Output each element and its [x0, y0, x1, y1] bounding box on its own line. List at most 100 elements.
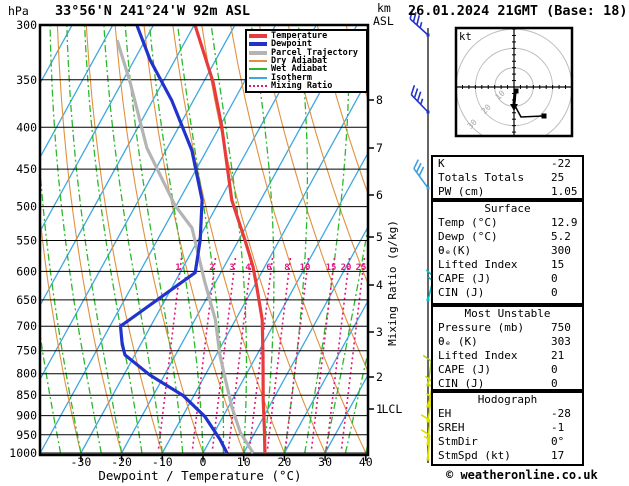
legend-item-dry-adiabat: Dry Adiabat [247, 57, 366, 65]
dewpoint-curve [118, 26, 229, 454]
row-value: -28 [551, 407, 571, 420]
svg-text:10: 10 [300, 263, 311, 273]
svg-text:0: 0 [200, 455, 207, 469]
row-label: CIN (J) [438, 377, 485, 390]
svg-text:950: 950 [16, 428, 37, 442]
row-value: 300 [551, 244, 571, 257]
most-unstable-panel: Most Unstable Pressure (mb) 750 θₑ (K) 303… [431, 305, 584, 391]
table-row: StmDir 0° [433, 435, 582, 449]
dry-adiabat-line-swatch [249, 59, 267, 62]
row-label: Temp (°C) [438, 216, 498, 229]
svg-text:1: 1 [175, 263, 180, 273]
panel-title: Hodograph [477, 393, 538, 406]
mixing-ratio-line-swatch [249, 84, 267, 87]
wind-barb [413, 159, 430, 190]
legend-label: Temperature [271, 31, 328, 42]
row-label: CAPE (J) [438, 363, 491, 376]
svg-text:1000: 1000 [9, 446, 37, 460]
table-row: CIN (J) 0 [433, 377, 582, 391]
legend-label: Dry Adiabat [271, 55, 328, 66]
row-label: Lifted Index [438, 349, 518, 362]
indices-panel: K -22 Totals Totals 25 PW (cm) 1.05 [431, 155, 584, 200]
svg-text:8: 8 [284, 263, 289, 273]
row-value: 750 [551, 321, 571, 334]
row-value: 303 [551, 335, 571, 348]
row-value: 15 [551, 258, 565, 271]
plot-border [38, 23, 370, 457]
row-value: 0 [551, 286, 558, 299]
row-value: 0° [551, 435, 565, 448]
legend-label: Wet Adiabat [271, 64, 328, 75]
svg-text:700: 700 [16, 319, 37, 333]
x-axis-label: Dewpoint / Temperature (°C) [98, 468, 302, 483]
svg-text:750: 750 [16, 344, 37, 358]
datetime-title: 26.01.2024 21GMT (Base: 18) [408, 3, 628, 19]
svg-text:1: 1 [376, 402, 383, 416]
row-value: 0 [551, 363, 558, 376]
row-label: θₑ(K) [438, 244, 472, 257]
parcel-line-swatch [249, 50, 267, 55]
row-value: 25 [551, 171, 565, 184]
row-value: 12.9 [551, 216, 578, 229]
svg-text:-30: -30 [71, 455, 92, 469]
svg-text:-10: -10 [152, 455, 173, 469]
surface-panel: Surface Temp (°C) 12.9 Dewp (°C) 5.2 θₑ(K)… [431, 200, 584, 305]
wet-adiabat-line-swatch [249, 68, 267, 71]
mixing-ratio-lines [157, 257, 366, 451]
svg-text:25: 25 [356, 263, 367, 273]
parcel-trajectory-curve [115, 39, 255, 454]
legend-label: Dewpoint [271, 39, 312, 50]
svg-text:2: 2 [209, 263, 214, 273]
svg-text:10: 10 [237, 455, 251, 469]
svg-text:7: 7 [376, 141, 383, 155]
table-row: Totals Totals 25 [433, 171, 582, 185]
svg-text:8: 8 [376, 93, 383, 107]
row-label: Totals Totals [438, 171, 525, 184]
plot-area-lines: 1 2 3 4 6 8 10 15 20 25 [41, 26, 367, 454]
row-label: θₑ (K) [438, 335, 478, 348]
svg-text:3: 3 [229, 263, 234, 273]
altitude-unit-asl: ASL [373, 14, 394, 28]
legend-label: Isotherm [271, 72, 312, 83]
svg-text:30: 30 [466, 118, 479, 131]
legend-item-temperature: Temperature [247, 32, 366, 40]
row-label: PW (cm) [438, 185, 485, 198]
hodograph-unit-label: kt [459, 31, 472, 43]
row-value: 0 [551, 377, 558, 390]
svg-text:2: 2 [376, 370, 383, 384]
svg-text:20: 20 [480, 103, 493, 116]
svg-text:3: 3 [376, 325, 383, 339]
row-label: StmDir [438, 435, 478, 448]
row-value: 21 [551, 349, 565, 362]
legend-item-parcel: Parcel Trajectory [247, 48, 366, 57]
temperature-line-swatch [249, 34, 267, 39]
row-label: CAPE (J) [438, 272, 491, 285]
svg-text:500: 500 [16, 200, 37, 214]
mixing-axis-label: Mixing Ratio (g/kg) [386, 220, 399, 346]
table-row: Lifted Index 21 [433, 349, 582, 363]
pressure-gridlines [41, 79, 367, 454]
row-label: CIN (J) [438, 286, 485, 299]
row-label: K [438, 157, 445, 170]
row-label: Dewp (°C) [438, 230, 498, 243]
row-label: Lifted Index [438, 258, 518, 271]
legend-box: Temperature Dewpoint Parcel Trajectory D… [245, 29, 368, 93]
svg-text:900: 900 [16, 409, 37, 423]
table-row: CAPE (J) 0 [433, 272, 582, 286]
wind-barb [410, 84, 430, 114]
dewpoint-line-swatch [249, 42, 267, 47]
svg-text:400: 400 [16, 120, 37, 134]
wind-barb [409, 9, 430, 37]
table-row: Lifted Index 15 [433, 258, 582, 272]
temperature-curve [193, 26, 267, 454]
svg-text:30: 30 [318, 455, 332, 469]
svg-text:450: 450 [16, 162, 37, 176]
table-row: CAPE (J) 0 [433, 363, 582, 377]
svg-text:20: 20 [341, 263, 352, 273]
row-value: 0 [551, 272, 558, 285]
wind-barb [420, 429, 431, 461]
panel-title: Most Unstable [464, 307, 551, 320]
